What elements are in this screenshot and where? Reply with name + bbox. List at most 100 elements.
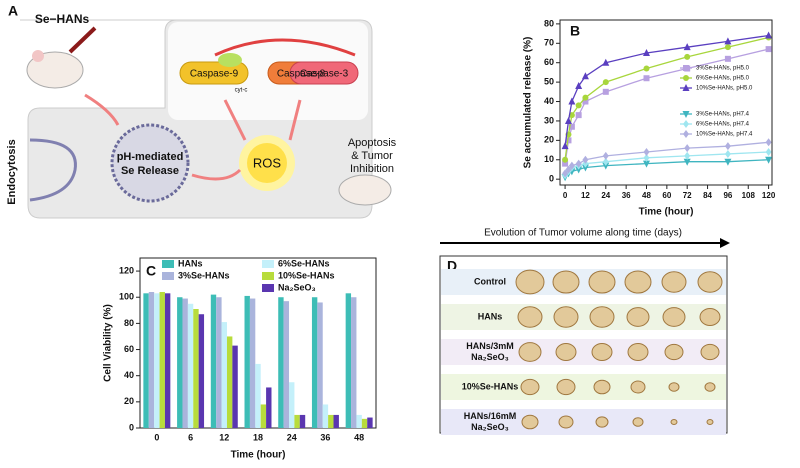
marker bbox=[765, 31, 773, 39]
x-tick-label: 24 bbox=[287, 432, 297, 442]
legend-swatch bbox=[162, 260, 174, 268]
bar bbox=[216, 297, 222, 428]
x-tick-label: 84 bbox=[703, 191, 712, 200]
marker bbox=[682, 111, 690, 118]
tumor bbox=[589, 306, 615, 328]
marker bbox=[765, 138, 772, 147]
caption: Evolution of Tumor volume along time (da… bbox=[484, 228, 682, 239]
bar bbox=[198, 314, 205, 428]
marker bbox=[684, 144, 691, 153]
tumor bbox=[521, 414, 539, 430]
legend-label: 3%Se-HANs, pH5.0 bbox=[696, 66, 750, 72]
caspase3-pill bbox=[289, 61, 359, 85]
tumor bbox=[704, 382, 716, 392]
tumor bbox=[627, 343, 649, 361]
series-line bbox=[564, 36, 769, 160]
bar bbox=[260, 404, 267, 428]
bar bbox=[249, 298, 256, 428]
tumor bbox=[630, 380, 646, 394]
tumor bbox=[662, 307, 686, 327]
caspase3-label-group: Caspase-3 bbox=[300, 69, 349, 80]
marker bbox=[684, 151, 691, 160]
y-tick-label: 10 bbox=[544, 154, 554, 164]
y-axis-title: Se accumulated release (%) bbox=[523, 37, 534, 169]
marker bbox=[642, 160, 650, 168]
bar bbox=[283, 301, 290, 428]
cell-vesicle bbox=[110, 123, 190, 203]
x-tick-label: 12 bbox=[581, 191, 590, 200]
y-tick-label: 70 bbox=[544, 38, 554, 48]
tumor bbox=[515, 269, 545, 295]
legend-swatch bbox=[262, 272, 274, 280]
x-tick-label: 18 bbox=[253, 432, 263, 442]
y-axis-title: Cell Viability (%) bbox=[103, 304, 114, 382]
x-axis-title: Time (hour) bbox=[231, 450, 286, 461]
bar bbox=[317, 302, 323, 428]
marker bbox=[643, 153, 650, 162]
bar bbox=[351, 297, 357, 428]
bar bbox=[345, 293, 352, 428]
x-tick-label: 0 bbox=[563, 191, 568, 200]
label: Se Release bbox=[121, 165, 179, 177]
marker bbox=[724, 158, 732, 166]
plot-frame bbox=[559, 19, 773, 186]
y-tick-label: 60 bbox=[124, 344, 134, 354]
x-axis-title: Time (hour) bbox=[639, 207, 694, 218]
marker bbox=[568, 161, 575, 170]
x-tick-label: 36 bbox=[622, 191, 631, 200]
tumor bbox=[624, 270, 652, 294]
tumor bbox=[664, 343, 684, 361]
row-label: HANs/3mM bbox=[466, 341, 514, 351]
y-tick-label: 50 bbox=[544, 76, 554, 86]
series-line bbox=[564, 141, 769, 174]
tumor bbox=[518, 342, 542, 362]
marker bbox=[602, 58, 610, 66]
marker bbox=[682, 84, 690, 91]
x-tick-label: 0 bbox=[154, 432, 159, 442]
marker bbox=[575, 82, 583, 89]
tumor bbox=[520, 378, 540, 396]
tumor bbox=[661, 271, 687, 293]
bar bbox=[226, 336, 233, 428]
bar bbox=[299, 414, 306, 428]
x-tick-label: 120 bbox=[762, 191, 776, 200]
bar bbox=[143, 293, 149, 428]
tumor bbox=[588, 270, 616, 294]
marker bbox=[581, 72, 589, 80]
marker bbox=[683, 65, 689, 71]
legend-label: 10%Se-HANs bbox=[278, 270, 335, 280]
x-tick-label: 72 bbox=[683, 191, 692, 200]
bar bbox=[289, 382, 295, 428]
marker bbox=[582, 94, 589, 101]
bar bbox=[154, 293, 160, 428]
row-label: Na₂SeO₃ bbox=[471, 352, 509, 362]
bar bbox=[159, 292, 165, 428]
bar bbox=[361, 418, 368, 428]
tumor bbox=[517, 306, 543, 328]
marker bbox=[564, 116, 572, 124]
x-tick-label: 6 bbox=[188, 432, 193, 442]
panel-label: C bbox=[146, 263, 156, 279]
y-tick-label: 30 bbox=[544, 115, 554, 125]
label: Endocytosis bbox=[6, 139, 18, 204]
marker bbox=[582, 155, 589, 164]
y-tick-label: 100 bbox=[119, 292, 134, 302]
y-tick-label: 80 bbox=[124, 318, 134, 328]
bar bbox=[322, 404, 329, 428]
arrow-head bbox=[720, 238, 730, 248]
label: cyt-c bbox=[235, 88, 248, 94]
label: Caspase-9 bbox=[190, 69, 239, 80]
panel-d: Evolution of Tumor volume along time (da… bbox=[439, 228, 730, 434]
tumor bbox=[555, 343, 577, 361]
bar bbox=[244, 295, 250, 428]
marker bbox=[575, 159, 582, 168]
caspase9-pill bbox=[179, 61, 249, 85]
label: Inhibition bbox=[350, 163, 394, 175]
legend-label: 6%Se-HANs, pH7.4 bbox=[696, 122, 750, 128]
legend-label: 3%Se-HANs, pH7.4 bbox=[696, 112, 750, 118]
panel-label: B bbox=[570, 23, 580, 39]
bar bbox=[232, 345, 238, 428]
bar bbox=[333, 414, 339, 428]
panel-label: A bbox=[8, 3, 18, 19]
bar bbox=[221, 322, 227, 428]
